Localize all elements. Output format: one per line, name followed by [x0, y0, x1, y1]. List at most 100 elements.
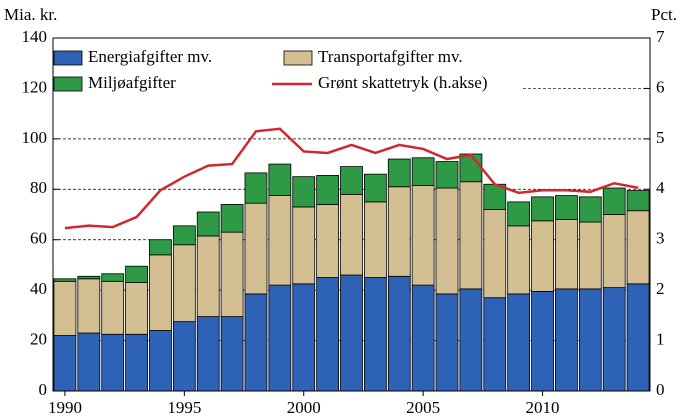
bar-segment: [602, 214, 626, 289]
bar-segment: [555, 288, 578, 392]
bar-segment: [483, 209, 507, 299]
legend-swatch: [283, 50, 313, 66]
bar-segment: [220, 204, 244, 233]
y-tick-label: 20: [30, 329, 47, 348]
bar-segment: [196, 235, 220, 318]
bar-segment: [363, 201, 387, 278]
bar-segment: [101, 273, 125, 282]
bar-segment: [101, 280, 125, 335]
bar-segment: [459, 153, 483, 183]
bar-segment: [101, 333, 125, 392]
bar-segment: [435, 161, 459, 189]
bar-segment: [125, 333, 148, 392]
y-axis-label: Mia. kr.: [4, 5, 57, 24]
bar-segment: [292, 176, 316, 208]
bar-segment: [172, 225, 196, 246]
bar-segment: [555, 195, 578, 220]
bar-segment: [435, 187, 459, 295]
bar-segment: [172, 244, 196, 323]
y2-tick-label: 3: [656, 229, 665, 248]
bar-segment: [531, 220, 554, 292]
y2-tick-label: 1: [656, 329, 665, 348]
legend-label: Grønt skattetryk (h.akse): [318, 73, 487, 92]
bar-segment: [507, 225, 531, 295]
y2-tick-label: 7: [656, 27, 665, 46]
bar-segment: [626, 283, 650, 392]
bar-segment: [340, 166, 363, 195]
y-tick-label: 140: [22, 27, 48, 46]
bar-segment: [555, 219, 578, 290]
y2-tick-label: 6: [656, 77, 665, 96]
y2-tick-label: 0: [656, 380, 665, 399]
bar-segment: [602, 187, 626, 215]
x-tick-label: 1995: [167, 398, 201, 417]
y-tick-label: 40: [30, 279, 47, 298]
bar-segment: [149, 254, 172, 331]
x-tick-label: 2010: [526, 398, 560, 417]
legend-label: Miljøafgifter: [88, 73, 176, 92]
bar-segment: [602, 287, 626, 392]
bar-segment: [459, 288, 483, 392]
y-tick-label: 0: [39, 380, 48, 399]
bar-segment: [435, 293, 459, 392]
bar-segment: [149, 330, 172, 392]
y-tick-label: 100: [22, 128, 48, 147]
y2-axis-label: Pct.: [651, 5, 677, 24]
bar-segment: [340, 193, 363, 276]
y-tick-label: 120: [22, 77, 48, 96]
bar-segment: [53, 335, 77, 392]
bar-segment: [507, 293, 531, 392]
bar-segment: [220, 316, 244, 392]
bar-segment: [244, 172, 268, 204]
bar-segment: [363, 173, 387, 203]
bar-segment: [459, 181, 483, 290]
y2-tick-label: 5: [656, 128, 665, 147]
bar-segment: [411, 185, 435, 286]
bar-segment: [340, 274, 363, 392]
bar-segment: [411, 284, 435, 392]
bar-segment: [149, 239, 172, 256]
y-tick-label: 60: [30, 229, 47, 248]
bar-segment: [53, 280, 77, 336]
bar-segment: [268, 163, 292, 196]
y-tick-label: 80: [30, 178, 47, 197]
bar-segment: [316, 277, 340, 392]
bar-segment: [77, 332, 101, 392]
bar-segment: [220, 231, 244, 318]
bar-segment: [316, 204, 340, 278]
bar-segment: [387, 275, 411, 392]
legend-swatch: [53, 50, 83, 66]
bar-segment: [268, 195, 292, 286]
bar-segment: [578, 288, 602, 392]
bar-segment: [125, 265, 148, 283]
bar-segment: [626, 210, 650, 285]
y2-tick-label: 2: [656, 279, 665, 298]
bar-segment: [363, 277, 387, 392]
bar-segment: [244, 202, 268, 295]
bar-segment: [196, 316, 220, 392]
bar-segment: [531, 196, 554, 222]
bar-segment: [292, 206, 316, 285]
bar-segment: [172, 321, 196, 392]
legend-swatch: [53, 76, 83, 92]
bar-segment: [77, 275, 101, 280]
bar-segment: [125, 282, 148, 335]
bar-segment: [578, 196, 602, 223]
bar-segment: [316, 175, 340, 205]
bar-segment: [507, 201, 531, 227]
x-tick-label: 2005: [406, 398, 440, 417]
x-tick-label: 1990: [48, 398, 82, 417]
bar-segment: [387, 186, 411, 277]
legend-label: Energiafgifter mv.: [88, 47, 212, 66]
bar-segment: [53, 278, 77, 282]
bar-segment: [196, 211, 220, 237]
line-series: [64, 127, 639, 230]
bar-segment: [292, 283, 316, 392]
bar-segment: [268, 284, 292, 392]
bar-segment: [244, 293, 268, 392]
bar-segment: [387, 158, 411, 188]
y2-tick-label: 4: [656, 178, 665, 197]
bar-segment: [626, 190, 650, 212]
bar-segment: [531, 291, 554, 392]
legend-label: Transportafgifter mv.: [318, 47, 463, 66]
